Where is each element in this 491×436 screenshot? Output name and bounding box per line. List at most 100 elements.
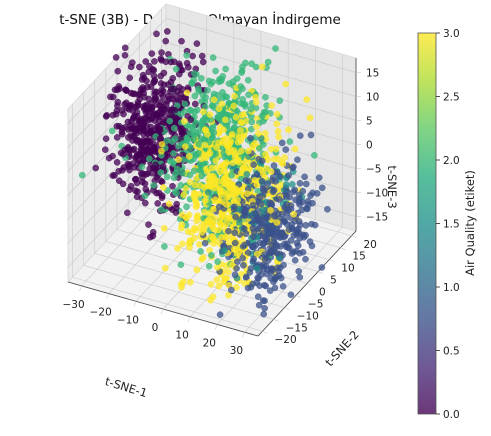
scatter-point [274, 128, 282, 135]
scatter-point [145, 108, 153, 116]
scatter-point [222, 175, 230, 183]
scatter-point [281, 204, 288, 211]
scatter-point [282, 80, 290, 88]
scatter-point [212, 67, 219, 75]
scatter-point [215, 282, 223, 290]
z-tick-label: −5 [366, 164, 381, 176]
scatter-point [178, 66, 186, 74]
scatter-point [283, 193, 290, 200]
y-tick-mark [340, 247, 346, 250]
scatter-point [111, 171, 118, 179]
scatter-point [244, 284, 252, 292]
scatter-point [216, 219, 224, 227]
scatter-point [142, 185, 150, 193]
scatter-point [156, 126, 164, 134]
scatter-point [222, 201, 230, 208]
x-tick-label: −10 [117, 314, 139, 326]
scatter-point [241, 103, 249, 110]
scatter-point [191, 92, 199, 100]
scatter-point [262, 94, 269, 101]
x-tick-mark [187, 316, 191, 322]
scatter-point [157, 98, 165, 106]
scatter-point [250, 255, 257, 263]
scatter-point [267, 168, 275, 175]
scatter-point [186, 278, 194, 286]
scatter-point [208, 174, 216, 182]
scatter-point [293, 230, 300, 238]
scatter-point [230, 203, 238, 211]
scatter-point [260, 108, 268, 116]
scatter-point [157, 72, 164, 80]
scatter-point [124, 118, 132, 126]
scatter-point [183, 59, 191, 67]
scatter-point [273, 249, 281, 257]
scatter-point [242, 176, 250, 184]
scatter-point [241, 280, 248, 287]
colorbar-ticks: 0.0 0.5 1.0 1.5 2.0 2.5 3.0 [436, 28, 460, 421]
scatter-point [303, 96, 311, 103]
scatter-point [208, 251, 215, 259]
scatter-point [296, 221, 304, 229]
scatter-point [307, 131, 315, 139]
x-axis-label: t-SNE-1 [103, 374, 148, 400]
scatter-point [178, 221, 186, 228]
scatter-point [218, 212, 226, 220]
y-tick-mark [295, 295, 301, 298]
scatter-point [230, 102, 238, 110]
scatter-point [144, 83, 151, 91]
scatter-point [210, 96, 218, 103]
y-tick-label: 15 [352, 251, 365, 263]
scatter-point [261, 251, 268, 258]
scatter-point [261, 304, 268, 312]
scatter-point [109, 152, 116, 160]
scatter-point [285, 172, 292, 179]
scatter-point [255, 301, 263, 309]
scatter-point [220, 224, 228, 231]
scatter-point [238, 112, 246, 119]
scatter-point [262, 236, 270, 243]
scatter-point [292, 196, 299, 204]
scatter-point [161, 264, 169, 272]
scatter-point [208, 102, 216, 110]
scatter-point [239, 63, 246, 71]
scatter-point [141, 148, 148, 156]
scatter-point [294, 156, 301, 163]
scatter-point [278, 139, 286, 147]
scatter-point [189, 52, 196, 60]
y-tick-label: 5 [330, 275, 337, 287]
scatter-point [219, 162, 227, 169]
scatter-point [137, 117, 144, 125]
scatter-point [251, 176, 259, 184]
colorbar: 0.0 0.5 1.0 1.5 2.0 2.5 3.0 Air Quality (etike… [417, 28, 477, 421]
scatter-point [247, 125, 255, 133]
scatter-point [178, 130, 186, 138]
scatter-point [148, 50, 156, 57]
x-tick-label: −30 [63, 299, 85, 311]
scatter-point [287, 291, 295, 299]
x-tick-label: −20 [90, 307, 112, 319]
scatter-point [296, 179, 304, 187]
scatter-point [278, 229, 286, 237]
scatter-point [198, 52, 206, 60]
scatter-point [183, 136, 191, 143]
scatter-point [172, 209, 180, 216]
scatter-point [214, 114, 221, 121]
scatter-point [141, 199, 149, 207]
scatter-point [195, 88, 203, 95]
scatter-point [149, 232, 157, 240]
scatter-point [223, 142, 231, 149]
scatter-point [147, 148, 154, 156]
scatter-point [231, 153, 239, 161]
scatter-point [296, 132, 304, 139]
scatter-point [256, 145, 263, 152]
scatter-point [282, 146, 290, 153]
scatter-point [269, 177, 276, 184]
scatter-point [237, 127, 244, 134]
scatter-point [306, 238, 314, 245]
scatter-point [205, 77, 213, 85]
scatter-point [132, 153, 140, 161]
scatter-point [270, 212, 278, 220]
scatter-point [178, 124, 185, 132]
scatter-point [199, 116, 207, 124]
x-tick-mark [242, 332, 245, 338]
